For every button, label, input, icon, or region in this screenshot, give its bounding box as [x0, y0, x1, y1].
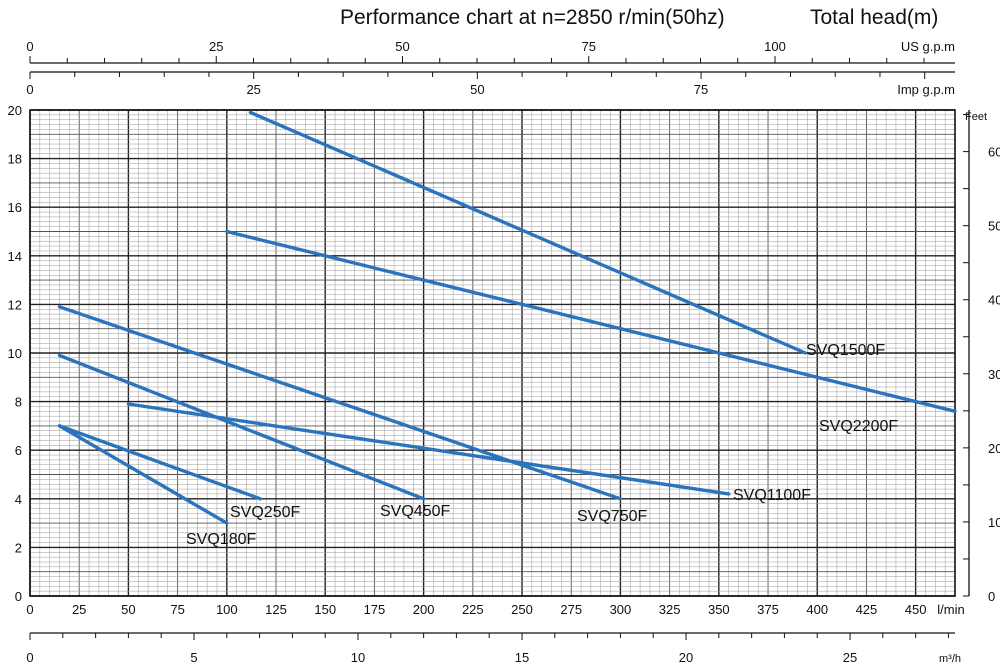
x-axis-unit: l/min: [937, 602, 964, 617]
x-tick-label: 100: [216, 602, 238, 617]
feet-tick-label: 40: [988, 293, 1000, 308]
x-tick-label: 50: [121, 602, 135, 617]
y-tick-label: 12: [8, 297, 22, 312]
imp-gpm-axis-unit: Imp g.p.m: [897, 82, 955, 97]
us-gpm-tick-label: 25: [209, 39, 223, 54]
y-tick-label: 6: [15, 443, 22, 458]
imp-gpm-tick-label: 25: [246, 82, 260, 97]
feet-tick-label: 30: [988, 367, 1000, 382]
plot-frame: [29, 109, 956, 597]
feet-tick-label: 60: [988, 145, 1000, 160]
m3h-tick-label: 20: [679, 650, 693, 665]
y-tick-label: 0: [15, 589, 22, 604]
x-tick-label: 350: [708, 602, 730, 617]
x-tick-label: 150: [314, 602, 336, 617]
series-label: SVQ180F: [186, 531, 256, 548]
x-tick-label: 450: [905, 602, 927, 617]
y-tick-label: 2: [15, 540, 22, 555]
series-line: [57, 353, 426, 501]
m3h-axis-unit: m³/h: [939, 653, 961, 665]
x-tick-label: 75: [170, 602, 184, 617]
us-gpm-tick-label: 75: [582, 39, 596, 54]
series-label: SVQ450F: [380, 503, 450, 520]
x-tick-label: 275: [560, 602, 582, 617]
grid: [29, 109, 956, 597]
series-label: SVQ2200F: [819, 418, 898, 435]
feet-axis-title: Feet: [965, 111, 987, 123]
y-axis-title: Total head(m): [810, 6, 938, 29]
imp-gpm-tick-label: 0: [26, 82, 33, 97]
us-gpm-tick-label: 100: [764, 39, 786, 54]
y-tick-label: 8: [15, 395, 22, 410]
y-tick-label: 10: [8, 346, 22, 361]
series-line: [248, 110, 808, 355]
y-tick-label: 4: [15, 492, 22, 507]
m3h-tick-label: 0: [26, 650, 33, 665]
x-tick-label: 425: [856, 602, 878, 617]
x-tick-label: 0: [26, 602, 33, 617]
x-tick-label: 325: [659, 602, 681, 617]
m3h-tick-label: 5: [190, 650, 197, 665]
us-gpm-tick-label: 50: [395, 39, 409, 54]
m3h-tick-label: 25: [843, 650, 857, 665]
x-tick-label: 175: [364, 602, 386, 617]
series-line: [225, 229, 957, 413]
x-tick-label: 375: [757, 602, 779, 617]
x-tick-label: 250: [511, 602, 533, 617]
feet-tick-label: 0: [988, 589, 995, 604]
series-line: [126, 402, 731, 496]
y-tick-label: 14: [8, 249, 22, 264]
pump-curves: SVQ180F SVQ250F SVQ450F SVQ750F SVQ1100F SVQ1…: [57, 110, 957, 548]
m3h-tick-label: 15: [515, 650, 529, 665]
m3h-tick-label: 10: [351, 650, 365, 665]
series-line: [57, 424, 229, 525]
y-tick-label: 16: [8, 200, 22, 215]
x-tick-label: 225: [462, 602, 484, 617]
series-line: [57, 424, 262, 501]
feet-tick-label: 20: [988, 441, 1000, 456]
imp-gpm-tick-label: 50: [470, 82, 484, 97]
x-tick-label: 25: [72, 602, 86, 617]
imp-gpm-tick-label: 75: [694, 82, 708, 97]
x-tick-label: 200: [413, 602, 435, 617]
series-label: SVQ1100F: [733, 487, 811, 504]
us-gpm-tick-label: 0: [26, 39, 33, 54]
x-tick-label: 125: [265, 602, 287, 617]
chart-title: Performance chart at n=2850 r/min(50hz): [340, 6, 725, 29]
series-line: [57, 305, 623, 501]
series-label: SVQ250F: [230, 504, 300, 521]
series-label: SVQ1500F: [806, 342, 885, 359]
x-tick-label: 300: [610, 602, 632, 617]
feet-tick-label: 50: [988, 219, 1000, 234]
x-tick-label: 400: [806, 602, 828, 617]
us-gpm-axis-unit: US g.p.m: [901, 39, 955, 54]
series-label: SVQ750F: [577, 508, 647, 525]
y-tick-label: 18: [8, 152, 22, 167]
feet-tick-label: 10: [988, 515, 1000, 530]
y-tick-label: 20: [8, 103, 22, 118]
